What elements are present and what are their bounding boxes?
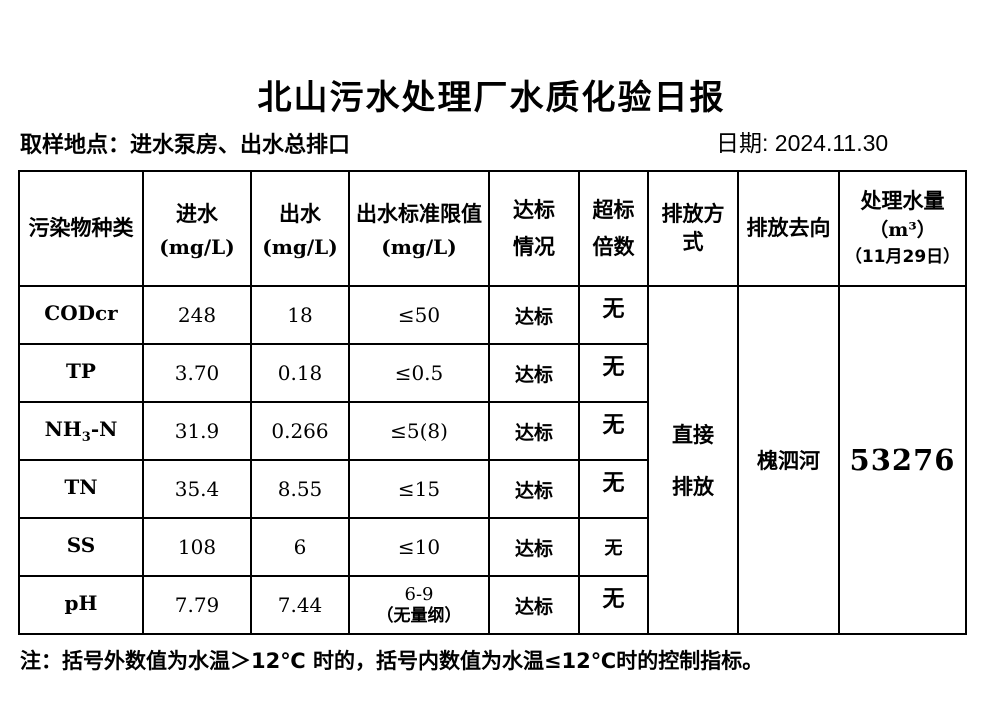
cell-pollutant: NH3-N [18, 401, 144, 461]
cell-effluent: 0.18 [250, 343, 350, 403]
col-header-destination: 排放去向 [737, 170, 840, 287]
cell-discharge-destination: 槐泗河 [737, 285, 840, 635]
col-header-exceed: 超标 倍数 [578, 170, 649, 287]
cell-exceed: 无 [578, 459, 649, 519]
page-title: 北山污水处理厂水质化验日报 [257, 78, 726, 118]
cell-pollutant: SS [18, 517, 144, 577]
report-date: 日期: 2024.11.30 [716, 130, 889, 156]
cell-status: 达标 [488, 517, 580, 577]
cell-pollutant: TN [18, 459, 144, 519]
cell-status: 达标 [488, 285, 580, 345]
cell-pollutant: CODcr [18, 285, 144, 345]
cell-limit: ≤15 [348, 459, 490, 519]
cell-treated-volume: 53276 [838, 285, 967, 635]
footnote: 注：括号外数值为水温＞12℃ 时的，括号内数值为水温≤12℃时的控制指标。 [20, 649, 764, 673]
col-header-volume: 处理水量 （m³） （11月29日） [838, 170, 967, 287]
col-header-limit: 出水标准限值 (mg/L) [348, 170, 490, 287]
cell-status: 达标 [488, 343, 580, 403]
cell-influent: 7.79 [142, 575, 252, 635]
sampling-location: 取样地点：进水泵房、出水总排口 [20, 133, 351, 158]
cell-limit: ≤5(8) [348, 401, 490, 461]
cell-effluent: 0.266 [250, 401, 350, 461]
col-header-effluent: 出水 (mg/L) [250, 170, 350, 287]
header-row: 污染物种类 进水 (mg/L) 出水 (mg/L) 出水标准限值 (mg/L) … [18, 170, 967, 287]
cell-limit: 6-9 （无量纲） [348, 575, 490, 635]
table-row-ss: SS 108 6 ≤10 达标 无 [18, 517, 966, 577]
table-row-ph: pH 7.79 7.44 6-9 （无量纲） 达标 无 [18, 575, 966, 635]
cell-pollutant: pH [18, 575, 144, 635]
cell-effluent: 7.44 [250, 575, 350, 635]
table-row-tp: TP 3.70 0.18 ≤0.5 达标 无 [18, 343, 966, 403]
table-row-tn: TN 35.4 8.55 ≤15 达标 无 [18, 459, 966, 519]
cell-influent: 31.9 [142, 401, 252, 461]
table-row-codcr: CODcr 248 18 ≤50 达标 无 直接 排放 槐泗河 53276 [18, 285, 967, 635]
table-row-nh3n: NH3-N 31.9 0.266 ≤5(8) 达标 无 [18, 401, 966, 461]
cell-influent: 3.70 [142, 343, 252, 403]
cell-exceed: 无 [578, 517, 649, 577]
cell-status: 达标 [488, 575, 580, 635]
cell-pollutant: TP [18, 343, 144, 403]
cell-limit: ≤50 [348, 285, 490, 345]
cell-effluent: 8.55 [250, 459, 350, 519]
cell-exceed: 无 [578, 575, 649, 635]
cell-effluent: 6 [250, 517, 350, 577]
col-header-pollutant: 污染物种类 [18, 170, 144, 287]
cell-status: 达标 [488, 401, 580, 461]
cell-effluent: 18 [250, 285, 350, 345]
col-header-pollutant-label: 污染物种类 [28, 216, 134, 241]
cell-exceed: 无 [578, 343, 649, 403]
cell-exceed: 无 [578, 285, 649, 345]
cell-status: 达标 [488, 459, 580, 519]
col-header-status: 达标 情况 [488, 170, 580, 287]
cell-exceed: 无 [578, 401, 649, 461]
lab-report-table: 污染物种类 进水 (mg/L) 出水 (mg/L) 出水标准限值 (mg/L) … [18, 170, 967, 635]
cell-limit: ≤0.5 [348, 343, 490, 403]
cell-influent: 248 [142, 285, 252, 345]
col-header-discharge-mode: 排放方 式 [647, 170, 739, 287]
cell-influent: 35.4 [142, 459, 252, 519]
cell-discharge-mode: 直接 排放 [647, 285, 739, 635]
cell-influent: 108 [142, 517, 252, 577]
cell-limit: ≤10 [348, 517, 490, 577]
col-header-influent: 进水 (mg/L) [142, 170, 252, 287]
